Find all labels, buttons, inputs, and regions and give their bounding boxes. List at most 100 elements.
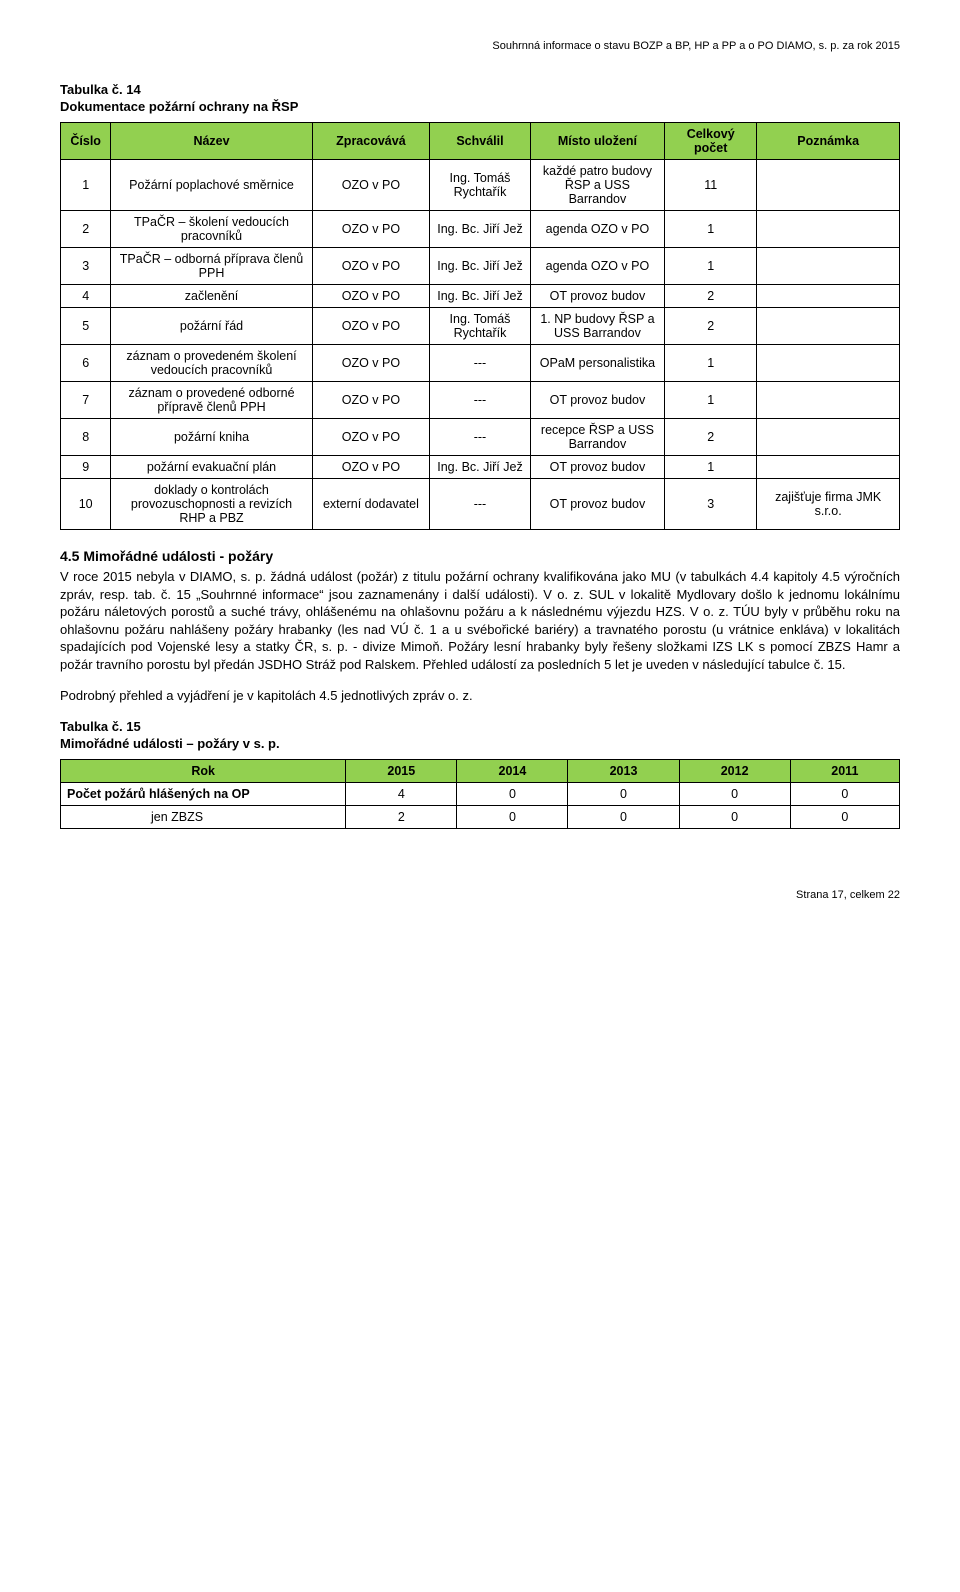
table-row: 3TPaČR – odborná příprava členů PPHOZO v…	[61, 248, 900, 285]
cell-cislo: 4	[61, 285, 111, 308]
table-row: 1Požární poplachové směrniceOZO v POIng.…	[61, 160, 900, 211]
cell-schv: Ing. Bc. Jiří Jež	[430, 456, 531, 479]
table-row: 7záznam o provedené odborné přípravě čle…	[61, 382, 900, 419]
cell-label: jen ZBZS	[61, 805, 346, 828]
table15: Rok 2015 2014 2013 2012 2011 Počet požár…	[60, 759, 900, 829]
cell-zprac: externí dodavatel	[312, 479, 429, 530]
cell-value: 0	[679, 782, 790, 805]
cell-zprac: OZO v PO	[312, 345, 429, 382]
cell-schv: Ing. Bc. Jiří Jež	[430, 211, 531, 248]
cell-cislo: 9	[61, 456, 111, 479]
cell-value: 2	[346, 805, 457, 828]
cell-cislo: 2	[61, 211, 111, 248]
col-celk: Celkový počet	[665, 123, 757, 160]
cell-value: 0	[790, 782, 899, 805]
cell-value: 0	[457, 782, 568, 805]
table15-title: Tabulka č. 15	[60, 719, 900, 734]
cell-nazev: Požární poplachové směrnice	[111, 160, 312, 211]
cell-value: 0	[790, 805, 899, 828]
cell-zprac: OZO v PO	[312, 160, 429, 211]
t15-col-2014: 2014	[457, 759, 568, 782]
cell-cislo: 8	[61, 419, 111, 456]
cell-pocet: 2	[665, 285, 757, 308]
col-pozn: Poznámka	[757, 123, 900, 160]
table14-title: Tabulka č. 14	[60, 82, 900, 97]
cell-misto: OT provoz budov	[530, 479, 664, 530]
section-45-paragraph: V roce 2015 nebyla v DIAMO, s. p. žádná …	[60, 568, 900, 673]
cell-schv: Ing. Bc. Jiří Jež	[430, 248, 531, 285]
cell-pocet: 1	[665, 382, 757, 419]
cell-zprac: OZO v PO	[312, 211, 429, 248]
table15-subtitle: Mimořádné události – požáry v s. p.	[60, 736, 900, 751]
cell-schv: ---	[430, 419, 531, 456]
cell-cislo: 6	[61, 345, 111, 382]
cell-misto: OT provoz budov	[530, 285, 664, 308]
cell-nazev: záznam o provedené odborné přípravě člen…	[111, 382, 312, 419]
cell-pozn	[757, 308, 900, 345]
cell-label: Počet požárů hlášených na OP	[61, 782, 346, 805]
cell-pocet: 2	[665, 419, 757, 456]
cell-pozn	[757, 456, 900, 479]
t15-col-2012: 2012	[679, 759, 790, 782]
table14-subtitle: Dokumentace požární ochrany na ŘSP	[60, 99, 900, 114]
cell-pozn	[757, 419, 900, 456]
cell-pocet: 1	[665, 248, 757, 285]
cell-value: 0	[679, 805, 790, 828]
col-schv: Schválil	[430, 123, 531, 160]
t15-col-2013: 2013	[568, 759, 679, 782]
col-zprac: Zpracovává	[312, 123, 429, 160]
cell-misto: OT provoz budov	[530, 456, 664, 479]
cell-zprac: OZO v PO	[312, 285, 429, 308]
table-row: jen ZBZS20000	[61, 805, 900, 828]
cell-pozn	[757, 248, 900, 285]
cell-value: 0	[568, 805, 679, 828]
cell-pozn	[757, 345, 900, 382]
cell-misto: každé patro budovy ŘSP a USS Barrandov	[530, 160, 664, 211]
cell-pozn	[757, 211, 900, 248]
table15-header-row: Rok 2015 2014 2013 2012 2011	[61, 759, 900, 782]
cell-nazev: začlenění	[111, 285, 312, 308]
cell-value: 0	[457, 805, 568, 828]
cell-pozn: zajišťuje firma JMK s.r.o.	[757, 479, 900, 530]
cell-zprac: OZO v PO	[312, 382, 429, 419]
cell-value: 0	[568, 782, 679, 805]
table-row: 8požární knihaOZO v PO---recepce ŘSP a U…	[61, 419, 900, 456]
cell-schv: ---	[430, 479, 531, 530]
cell-misto: OT provoz budov	[530, 382, 664, 419]
table-row: 9požární evakuační plánOZO v POIng. Bc. …	[61, 456, 900, 479]
page-header: Souhrnná informace o stavu BOZP a BP, HP…	[60, 40, 900, 52]
cell-cislo: 5	[61, 308, 111, 345]
cell-nazev: záznam o provedeném školení vedoucích pr…	[111, 345, 312, 382]
cell-cislo: 10	[61, 479, 111, 530]
t15-col-rok: Rok	[61, 759, 346, 782]
table-row: 5požární řádOZO v POIng. Tomáš Rychtařík…	[61, 308, 900, 345]
cell-pocet: 1	[665, 456, 757, 479]
page-footer: Strana 17, celkem 22	[60, 889, 900, 901]
cell-pozn	[757, 285, 900, 308]
table14-header-row: Číslo Název Zpracovává Schválil Místo ul…	[61, 123, 900, 160]
cell-pocet: 2	[665, 308, 757, 345]
table-row: 4začleněníOZO v POIng. Bc. Jiří JežOT pr…	[61, 285, 900, 308]
cell-cislo: 3	[61, 248, 111, 285]
cell-nazev: doklady o kontrolách provozuschopnosti a…	[111, 479, 312, 530]
cell-pozn	[757, 160, 900, 211]
cell-misto: agenda OZO v PO	[530, 211, 664, 248]
table14: Číslo Název Zpracovává Schválil Místo ul…	[60, 122, 900, 530]
cell-cislo: 7	[61, 382, 111, 419]
cell-cislo: 1	[61, 160, 111, 211]
cell-nazev: TPaČR – odborná příprava členů PPH	[111, 248, 312, 285]
cell-pocet: 1	[665, 345, 757, 382]
col-nazev: Název	[111, 123, 312, 160]
cell-pocet: 1	[665, 211, 757, 248]
cell-schv: Ing. Tomáš Rychtařík	[430, 308, 531, 345]
cell-pozn	[757, 382, 900, 419]
table-row: Počet požárů hlášených na OP40000	[61, 782, 900, 805]
cell-pocet: 3	[665, 479, 757, 530]
table-row: 6záznam o provedeném školení vedoucích p…	[61, 345, 900, 382]
cell-zprac: OZO v PO	[312, 419, 429, 456]
col-cislo: Číslo	[61, 123, 111, 160]
col-misto: Místo uložení	[530, 123, 664, 160]
cell-schv: Ing. Bc. Jiří Jež	[430, 285, 531, 308]
section-45-paragraph2: Podrobný přehled a vyjádření je v kapito…	[60, 687, 900, 705]
cell-nazev: požární řád	[111, 308, 312, 345]
